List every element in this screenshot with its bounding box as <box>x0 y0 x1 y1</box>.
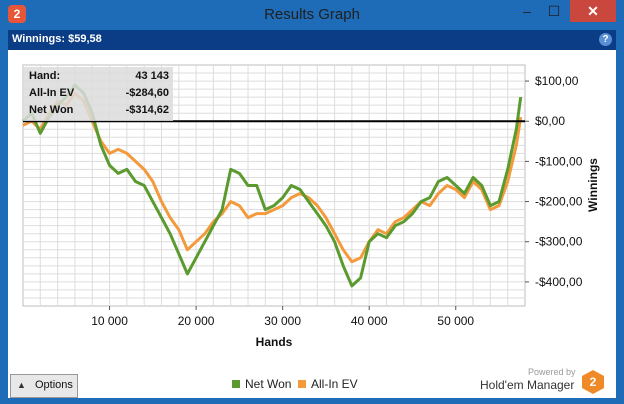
x-tick-label: 50 000 <box>437 314 474 328</box>
tooltip-key: Net Won <box>29 104 74 116</box>
legend-item-net-won: Net Won <box>232 377 291 391</box>
help-icon[interactable]: ? <box>599 33 612 46</box>
tooltip-row-allin-ev: All-In EV -$284,60 <box>29 87 169 103</box>
series-line-all-in-ev <box>22 91 523 264</box>
x-axis-title: Hands <box>256 335 293 349</box>
x-tick-label: 10 000 <box>91 314 128 328</box>
tooltip-row-hand: Hand: 43 143 <box>29 70 169 86</box>
winnings-bar: Winnings: $59,58 ? <box>8 30 616 50</box>
maximize-button[interactable]: ☐ <box>547 3 561 19</box>
title-bar: 2 Results Graph – ☐ ✕ <box>0 0 624 30</box>
winnings-label: Winnings: $59,58 <box>12 33 102 45</box>
x-tick-label: 30 000 <box>264 314 301 328</box>
options-button[interactable]: ▲ Options <box>10 374 78 398</box>
legend-label: All-In EV <box>311 377 358 391</box>
series-line-net-won <box>21 83 523 288</box>
y-tick-label: $100,00 <box>535 74 579 88</box>
window-title: Results Graph <box>264 6 360 23</box>
y-tick-label: -$300,00 <box>535 235 583 249</box>
tooltip-value: -$284,60 <box>125 87 169 99</box>
tooltip-row-net-won: Net Won -$314,62 <box>29 104 169 120</box>
y-tick-label: -$100,00 <box>535 154 583 168</box>
legend-swatch-all-in-ev <box>298 380 306 388</box>
hover-tooltip: Hand: 43 143 All-In EV -$284,60 Net Won … <box>23 67 173 121</box>
tooltip-value: 43 143 <box>135 70 169 82</box>
options-label: Options <box>35 379 73 391</box>
brand-logo-icon: 2 <box>582 370 604 394</box>
tooltip-value: -$314,62 <box>125 104 169 116</box>
legend-item-all-in-ev: All-In EV <box>298 377 358 391</box>
tooltip-key: All-In EV <box>29 87 75 99</box>
legend-label: Net Won <box>245 377 292 391</box>
legend-swatch-net-won <box>232 380 240 388</box>
powered-by-label: Powered by <box>528 367 576 377</box>
app-logo-icon: 2 <box>8 5 26 23</box>
y-axis-title: Winnings <box>586 158 600 212</box>
y-tick-label: $0,00 <box>535 114 565 128</box>
chevron-up-icon: ▲ <box>17 380 26 390</box>
y-tick-label: -$200,00 <box>535 195 583 209</box>
x-tick-label: 20 000 <box>178 314 215 328</box>
tooltip-key: Hand: <box>29 70 61 82</box>
x-tick-label: 40 000 <box>351 314 388 328</box>
y-tick-label: -$400,00 <box>535 275 583 289</box>
minimize-button[interactable]: – <box>523 3 531 19</box>
close-button[interactable]: ✕ <box>570 0 616 22</box>
brand-name: Hold'em Manager <box>480 378 575 392</box>
